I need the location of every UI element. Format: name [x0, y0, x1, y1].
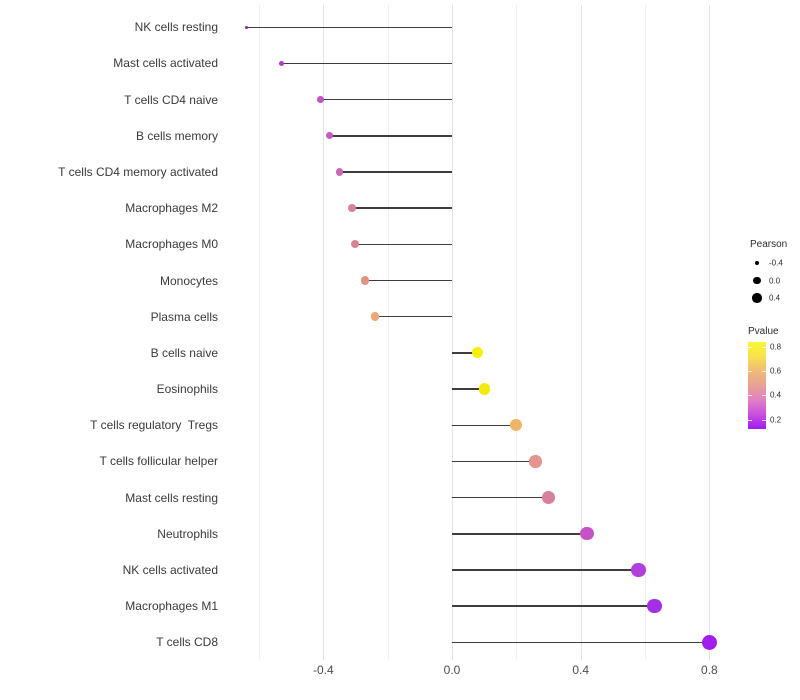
colorbar-tick [748, 395, 752, 397]
category-label: B cells memory [135, 128, 218, 143]
colorbar-tick [762, 395, 766, 397]
lollipop-stem [452, 424, 517, 427]
minor-gridline [258, 5, 260, 660]
category-label: Macrophages M2 [125, 201, 218, 216]
category-label: NK cells resting [134, 20, 218, 35]
category-label: B cells naive [150, 345, 218, 360]
category-label: Monocytes [159, 273, 218, 288]
category-label: Plasma cells [150, 309, 218, 324]
lollipop-stem [452, 533, 588, 535]
major-gridline [323, 5, 325, 660]
data-point [361, 276, 370, 285]
lollipop-stem [452, 388, 485, 390]
lollipop-stem [452, 496, 549, 499]
category-label: T cells CD4 naive [124, 92, 218, 107]
lollipop-stem [374, 315, 452, 318]
minor-gridline [516, 5, 518, 660]
colorbar-tick-label: 0.8 [770, 342, 782, 352]
data-point [370, 312, 380, 321]
lollipop-stem [452, 605, 655, 607]
lollipop-stem [452, 352, 478, 354]
data-point [647, 598, 662, 614]
major-gridline [709, 5, 711, 660]
lollipop-stem [355, 243, 452, 246]
category-label: T cells CD4 memory activated [58, 165, 218, 180]
pearson-legend-dot [754, 260, 760, 266]
data-point [316, 96, 324, 104]
colorbar-tick-label: 0.6 [770, 366, 782, 376]
pearson-legend-label: 0.4 [769, 293, 781, 303]
lollipop-stem [329, 135, 452, 137]
lollipop-stem [452, 569, 639, 571]
data-point [472, 347, 484, 359]
category-label: Eosinophils [156, 382, 218, 397]
lollipop-stem [281, 62, 452, 65]
lollipop-stem [452, 641, 710, 644]
lollipop-stem [365, 279, 452, 282]
data-point [701, 634, 718, 651]
data-point [348, 204, 357, 213]
pearson-legend-dot [753, 276, 761, 285]
category-label: NK cells activated [122, 563, 218, 577]
pearson-legend-label: 0.0 [769, 276, 781, 285]
pearson-legend-label: -0.4 [769, 258, 783, 268]
lollipop-stem [320, 98, 452, 101]
data-point [510, 419, 523, 432]
data-point [326, 132, 334, 140]
minor-gridline [645, 5, 647, 660]
x-tick-label: 0.4 [572, 663, 590, 677]
data-point [278, 60, 285, 67]
data-point [529, 455, 542, 468]
data-point [351, 240, 360, 249]
colorbar-tick [748, 346, 752, 348]
lollipop-stem [352, 207, 452, 209]
pearson-legend-title: Pearson [750, 239, 788, 250]
data-point [478, 383, 490, 395]
category-label: T cells regulatory Tregs [90, 418, 218, 433]
colorbar-tick [762, 371, 766, 373]
data-point [335, 168, 344, 176]
category-label: Mast cells activated [113, 56, 218, 71]
colorbar-tick [762, 419, 766, 421]
category-label: T cells CD8 [156, 635, 218, 650]
data-point [542, 491, 555, 504]
lollipop-stem [452, 460, 536, 463]
x-tick-label: 0.8 [701, 663, 718, 677]
major-gridline [580, 5, 582, 660]
pvalue-legend-title: Pvalue [748, 326, 779, 337]
pvalue-colorbar [748, 342, 766, 429]
lollipop-stem [246, 26, 452, 29]
category-label: Neutrophils [157, 526, 218, 541]
colorbar-tick [748, 371, 752, 373]
colorbar-tick [762, 346, 766, 348]
category-label: T cells follicular helper [99, 454, 219, 469]
category-label: Macrophages M1 [125, 599, 218, 614]
x-tick-label: -0.4 [312, 663, 334, 677]
lollipop-stem [339, 171, 452, 173]
colorbar-tick [748, 419, 752, 421]
category-label: Mast cells resting [125, 490, 218, 505]
minor-gridline [387, 5, 389, 660]
major-gridline [452, 5, 453, 660]
colorbar-tick-label: 0.4 [770, 390, 782, 400]
data-point [631, 562, 646, 578]
category-label: Macrophages M0 [125, 237, 218, 252]
pearson-legend-dot [752, 293, 762, 303]
data-point [244, 25, 248, 29]
x-tick-label: 0.0 [443, 663, 461, 677]
data-point [580, 527, 594, 541]
colorbar-tick-label: 0.2 [770, 415, 782, 425]
